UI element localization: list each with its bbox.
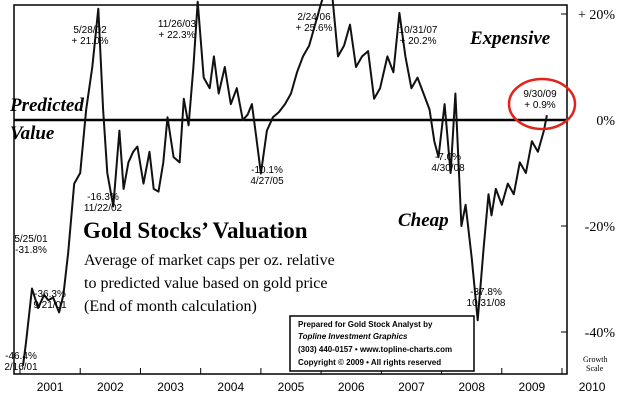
- x-tick-label: 2003: [157, 380, 184, 394]
- annotation-a4: 5/28/02+ 21.0%: [72, 25, 109, 47]
- annotation-text: 5/28/02: [73, 25, 107, 36]
- annotation-text: -37.8%: [470, 287, 502, 298]
- x-tick-label: 2005: [278, 380, 305, 394]
- annotation-text: + 22.3%: [159, 30, 196, 41]
- annotation-text: -7.0%: [435, 152, 461, 163]
- chart-subtitle-line-1: Average of market caps per oz. relative: [84, 252, 335, 269]
- annotation-text: 11/22/02: [84, 203, 123, 214]
- y-tick-label: 0%: [596, 114, 615, 129]
- annotation-a10: -7.0%4/30/08: [431, 152, 465, 174]
- growth-scale-note-2: Scale: [586, 364, 604, 373]
- axis-ticks: 2001 2002 2003 2004 2005 2006 2007 2008 2009 2010…: [19, 8, 616, 394]
- x-tick-label: 2009: [519, 380, 546, 394]
- annotation-text: 4/27/05: [250, 176, 284, 187]
- annotations: -46.4%2/16/01 5/25/01-31.8% -36.3%9/21/01 5…: [4, 12, 557, 373]
- chart-title: Gold Stocks’ Valuation: [83, 218, 308, 243]
- annotation-a2: 5/25/01-31.8%: [14, 234, 48, 256]
- annotation-text: 2/24/06: [297, 12, 331, 23]
- credit-box-frame: [289, 315, 475, 372]
- credit-line-2: Topline Investment Graphics: [298, 332, 408, 341]
- x-tick-label: 2007: [398, 380, 425, 394]
- x-tick-label: 2006: [338, 380, 365, 394]
- annotation-a12: 9/30/09+ 0.9%: [523, 89, 557, 111]
- cheap-label: Cheap: [398, 210, 449, 231]
- y-tick-label: + 20%: [578, 8, 615, 23]
- annotation-a1: -46.4%2/16/01: [4, 351, 38, 373]
- annotation-text: -46.4%: [5, 351, 37, 362]
- credit-line-4: Copyright © 2009 • All rights reserved: [298, 358, 441, 367]
- annotation-text: -31.8%: [15, 245, 47, 256]
- x-tick-label: 2001: [37, 380, 64, 394]
- annotation-text: 4/30/08: [431, 163, 465, 174]
- y-tick-label: -20%: [585, 220, 616, 235]
- chart-subtitle-line-2: to predicted value based on gold price: [84, 275, 327, 292]
- annotation-text: -16.3%: [87, 192, 119, 203]
- annotation-text: -10.1%: [251, 165, 283, 176]
- chart-subtitle-line-3: (End of month calculation): [84, 298, 257, 315]
- annotation-text: 10/31/07: [399, 25, 438, 36]
- annotation-text: + 20.2%: [400, 36, 437, 47]
- annotation-text: + 0.9%: [524, 100, 556, 111]
- plot-frame: [13, 4, 568, 375]
- predicted-value-label-2: Value: [10, 123, 55, 144]
- annotation-text: + 21.0%: [72, 36, 109, 47]
- expensive-label: Expensive: [469, 28, 551, 49]
- annotation-a5: -16.3%11/22/02: [84, 192, 123, 214]
- annotation-a6: 11/26/03+ 22.3%: [158, 19, 197, 41]
- annotation-a7: -10.1%4/27/05: [250, 165, 284, 187]
- credit-line-1: Prepared for Gold Stock Analyst by: [298, 320, 433, 329]
- annotation-text: 9/30/09: [523, 89, 557, 100]
- annotation-text: 9/21/01: [33, 300, 67, 311]
- annotation-a9: 10/31/07+ 20.2%: [399, 25, 438, 47]
- annotation-a8: 2/24/06+ 25.6%: [296, 12, 333, 34]
- x-tick-label: 2010: [579, 380, 606, 394]
- predicted-value-label-1: Predicted: [9, 95, 84, 116]
- y-tick-label: -40%: [585, 326, 616, 341]
- annotation-a3: -36.3%9/21/01: [33, 289, 67, 311]
- credit-box: Prepared for Gold Stock Analyst by Topli…: [289, 315, 475, 372]
- annotation-a11: -37.8%10/31/08: [467, 287, 506, 309]
- annotation-text: 11/26/03: [158, 19, 197, 30]
- x-tick-label: 2004: [217, 380, 244, 394]
- annotation-text: 2/16/01: [4, 362, 38, 373]
- latest-value-highlight-circle: [507, 77, 577, 131]
- annotation-text: 5/25/01: [14, 234, 48, 245]
- annotation-text: -36.3%: [34, 289, 66, 300]
- annotation-text: + 25.6%: [296, 23, 333, 34]
- annotation-text: 10/31/08: [467, 298, 506, 309]
- growth-scale-note-1: Growth: [583, 355, 607, 364]
- x-tick-label: 2008: [458, 380, 485, 394]
- series-line: [22, 0, 548, 367]
- credit-line-3: (303) 440-0157 • www.topline-charts.com: [298, 345, 452, 354]
- x-tick-label: 2002: [97, 380, 124, 394]
